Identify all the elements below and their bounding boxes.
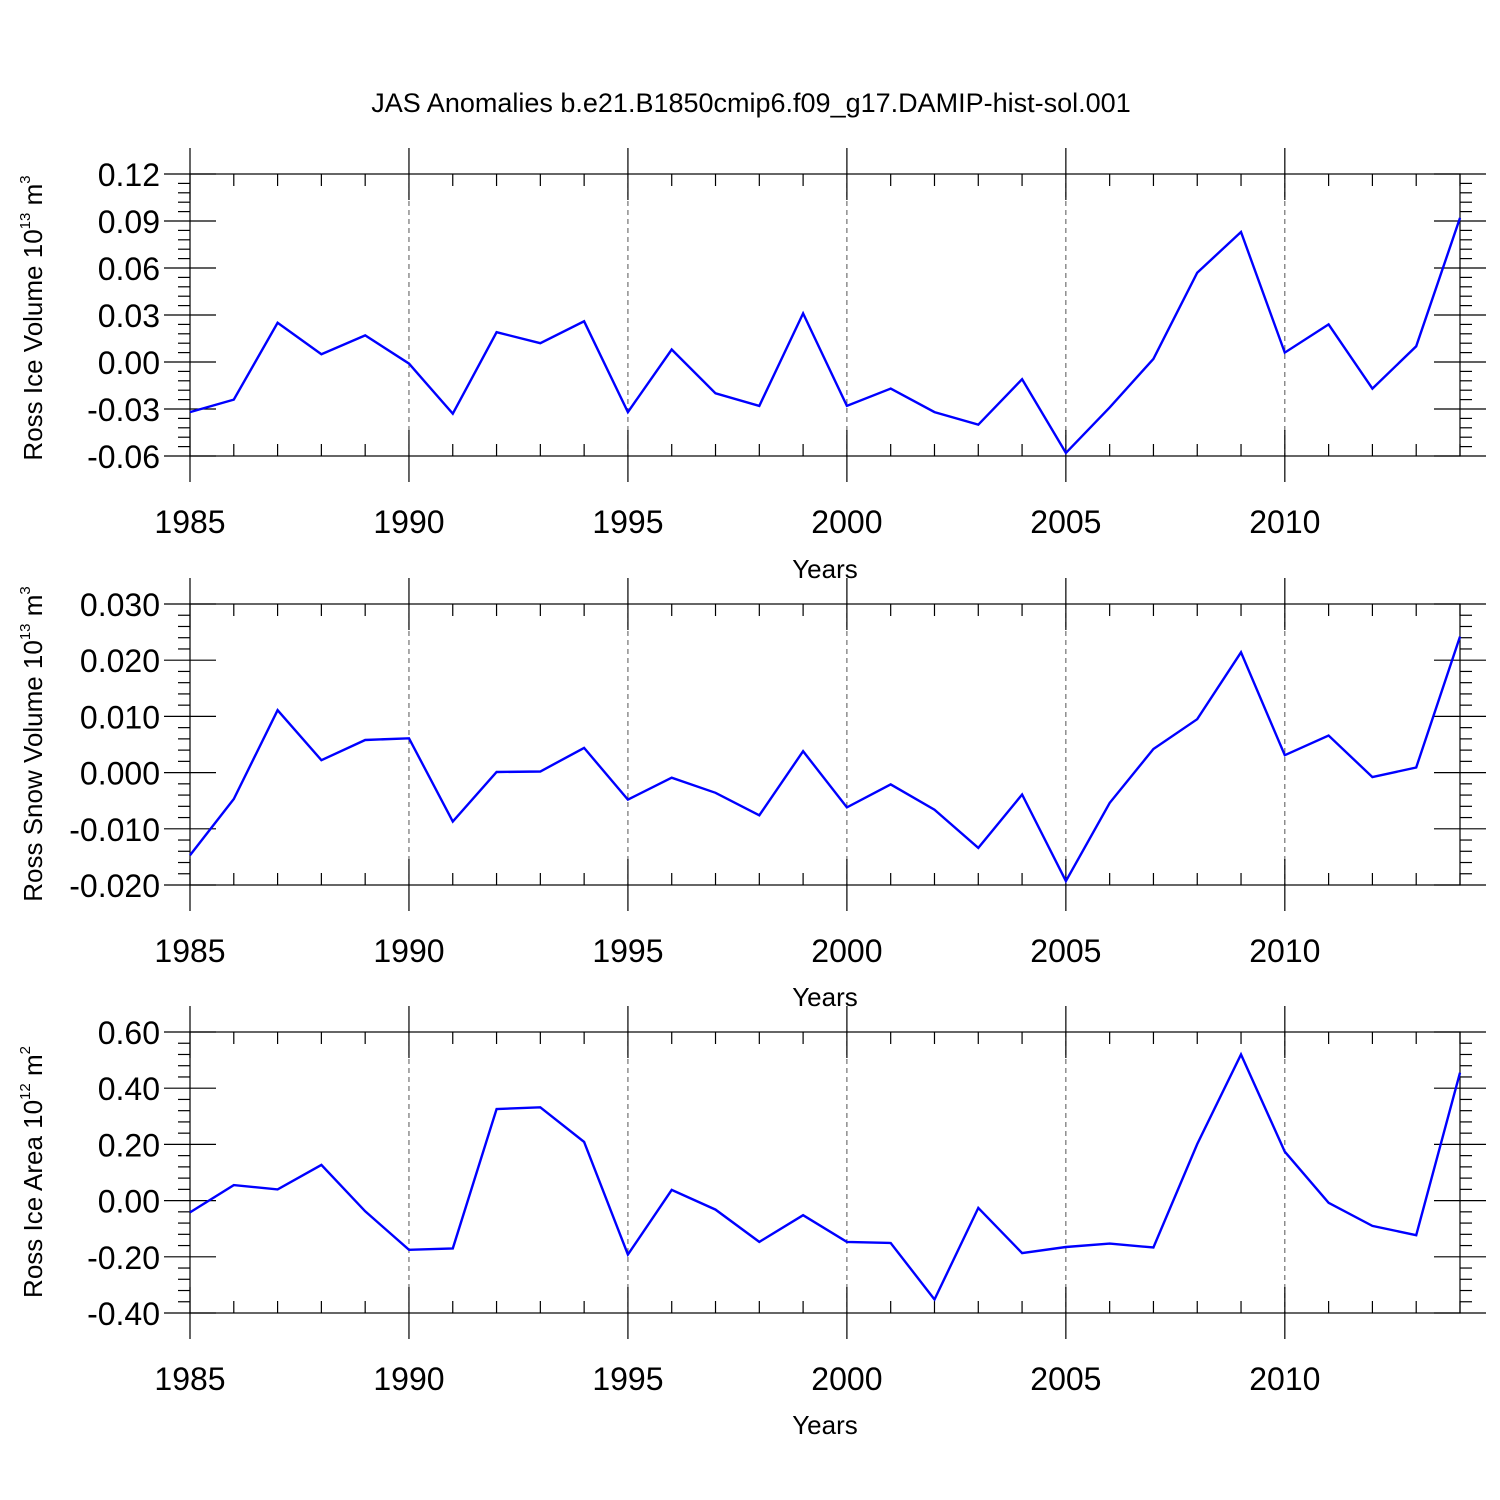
y-axis-title: Ross Ice Area 1012 m2 [17, 1046, 48, 1298]
y-tick-label: -0.020 [69, 868, 160, 904]
chart-panel-3: -0.40 -0.20 0.00 0.20 0.40 0.60 1985 1990 1995 20… [17, 1006, 1486, 1440]
x-tick-label: 1995 [592, 1361, 663, 1397]
x-tick-label: 1990 [373, 1361, 444, 1397]
y-tick-label: -0.20 [87, 1240, 160, 1276]
y-tick-label: -0.06 [87, 439, 160, 475]
plot-frame [189, 1031, 1461, 1314]
series-line [189, 636, 1462, 884]
x-axis-title: Years [792, 554, 858, 584]
x-tick-label: 1990 [373, 504, 444, 540]
y-tick-label: 0.60 [98, 1015, 160, 1051]
y-tick-label: 0.000 [80, 756, 160, 792]
y-tick-label: -0.03 [87, 392, 160, 428]
y-tick-label: 0.40 [98, 1071, 160, 1107]
series-line [189, 217, 1462, 455]
x-axis-title: Years [792, 982, 858, 1012]
y-tick-label: 0.03 [98, 298, 160, 334]
x-tick-label: 1985 [154, 933, 225, 969]
series-line [189, 1051, 1462, 1302]
x-axis-title: Years [792, 1410, 858, 1440]
y-tick-label: 0.020 [80, 643, 160, 679]
plot-frame [189, 603, 1461, 886]
x-tick-label: 2010 [1249, 1361, 1320, 1397]
x-tick-label: 1995 [592, 933, 663, 969]
x-tick-label: 2010 [1249, 933, 1320, 969]
y-axis-title: Ross Ice Volume 1013 m3 [17, 175, 48, 460]
x-tick-label: 2005 [1030, 1361, 1101, 1397]
y-tick-label: 0.030 [80, 587, 160, 623]
y-tick-label: 0.00 [98, 345, 160, 381]
y-tick-label: 0.010 [80, 699, 160, 735]
y-tick-label: 0.00 [98, 1184, 160, 1220]
y-tick-label: 0.12 [98, 157, 160, 193]
x-tick-label: 1990 [373, 933, 444, 969]
y-tick-label: 0.09 [98, 204, 160, 240]
y-tick-label: -0.010 [69, 812, 160, 848]
x-tick-label: 1985 [154, 504, 225, 540]
y-tick-label: 0.06 [98, 251, 160, 287]
panels: -0.06 -0.03 0.00 0.03 0.06 0.09 0.12 1985 1990 19… [17, 148, 1486, 1440]
chart-panel-2: -0.020 -0.010 0.000 0.010 0.020 0.030 1985 1990… [17, 578, 1486, 1012]
x-tick-label: 2010 [1249, 504, 1320, 540]
plot-frame [189, 173, 1461, 457]
x-tick-label: 1985 [154, 1361, 225, 1397]
x-tick-label: 2000 [811, 504, 882, 540]
x-tick-label: 2000 [811, 1361, 882, 1397]
y-axis-title: Ross Snow Volume 1013 m3 [17, 586, 48, 902]
y-tick-label: -0.40 [87, 1296, 160, 1332]
x-tick-label: 1995 [592, 504, 663, 540]
y-tick-label: 0.20 [98, 1127, 160, 1163]
x-tick-label: 2005 [1030, 504, 1101, 540]
figure-title: JAS Anomalies b.e21.B1850cmip6.f09_g17.D… [371, 88, 1130, 118]
chart-panel-1: -0.06 -0.03 0.00 0.03 0.06 0.09 0.12 1985 1990 19… [17, 148, 1486, 584]
x-tick-label: 2000 [811, 933, 882, 969]
x-tick-label: 2005 [1030, 933, 1101, 969]
